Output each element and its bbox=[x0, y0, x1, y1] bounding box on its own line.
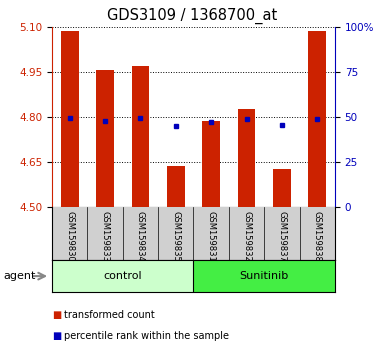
Text: transformed count: transformed count bbox=[64, 310, 154, 320]
Text: control: control bbox=[104, 271, 142, 281]
Text: GSM159838: GSM159838 bbox=[313, 211, 322, 262]
Text: agent: agent bbox=[4, 271, 36, 281]
Text: ■: ■ bbox=[52, 331, 61, 341]
Text: GSM159837: GSM159837 bbox=[277, 211, 286, 262]
Bar bbox=[132, 65, 149, 207]
Text: Sunitinib: Sunitinib bbox=[239, 271, 289, 281]
Bar bbox=[273, 170, 291, 207]
Text: GSM159832: GSM159832 bbox=[242, 211, 251, 262]
Text: GSM159833: GSM159833 bbox=[100, 211, 110, 262]
Bar bbox=[167, 166, 185, 207]
Bar bbox=[52, 260, 193, 292]
Text: GSM159835: GSM159835 bbox=[171, 211, 180, 262]
Bar bbox=[96, 70, 114, 207]
Text: percentile rank within the sample: percentile rank within the sample bbox=[64, 331, 229, 341]
Text: GDS3109 / 1368700_at: GDS3109 / 1368700_at bbox=[107, 8, 278, 24]
Text: ■: ■ bbox=[52, 310, 61, 320]
Text: GSM159831: GSM159831 bbox=[207, 211, 216, 262]
Bar bbox=[193, 260, 335, 292]
Text: GSM159834: GSM159834 bbox=[136, 211, 145, 262]
Bar bbox=[238, 109, 255, 207]
Text: GSM159830: GSM159830 bbox=[65, 211, 74, 262]
Bar bbox=[202, 121, 220, 207]
Bar bbox=[61, 31, 79, 207]
Bar bbox=[308, 31, 326, 207]
